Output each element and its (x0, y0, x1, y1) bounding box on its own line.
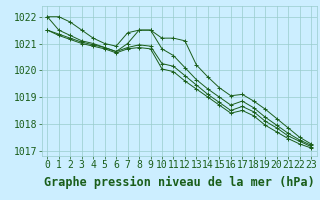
X-axis label: Graphe pression niveau de la mer (hPa): Graphe pression niveau de la mer (hPa) (44, 176, 315, 189)
